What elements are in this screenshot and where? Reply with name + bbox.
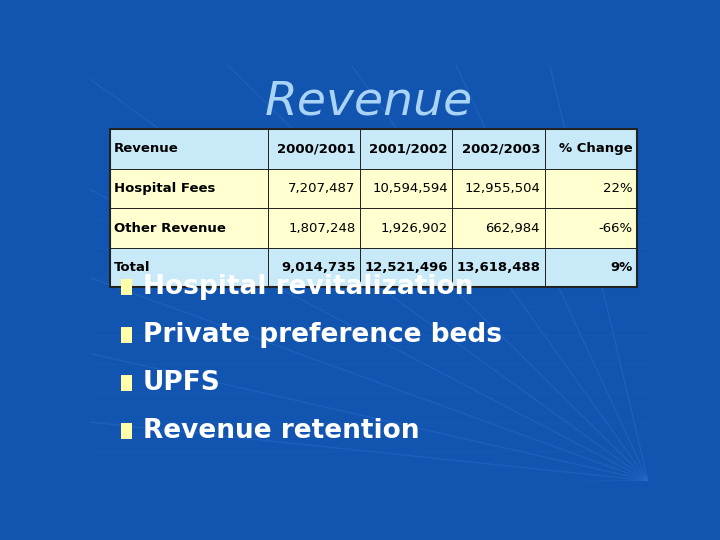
Text: 13,618,488: 13,618,488 [456, 261, 540, 274]
Bar [452, 248, 544, 287]
Text: Total: Total [114, 261, 150, 274]
Bar [109, 248, 268, 287]
Text: 1,807,248: 1,807,248 [288, 221, 356, 234]
Bar [109, 168, 268, 208]
Text: 22%: 22% [603, 182, 632, 195]
Bar [109, 129, 636, 287]
Bar [268, 208, 360, 248]
Bar [544, 168, 637, 208]
Bar [360, 208, 452, 248]
Bar [544, 208, 637, 248]
Bar [544, 248, 637, 287]
Text: 7,207,487: 7,207,487 [288, 182, 356, 195]
Text: 12,955,504: 12,955,504 [464, 182, 540, 195]
Bar [452, 208, 544, 248]
Bar [121, 375, 132, 391]
Text: 9%: 9% [610, 261, 632, 274]
Text: Revenue: Revenue [265, 79, 473, 124]
Bar [360, 129, 452, 168]
Text: 2000/2001: 2000/2001 [277, 143, 356, 156]
Text: 2001/2002: 2001/2002 [369, 143, 448, 156]
Bar [360, 168, 452, 208]
Bar [109, 208, 268, 248]
Bar [544, 129, 637, 168]
Text: Private preference beds: Private preference beds [143, 322, 502, 348]
Text: 2002/2003: 2002/2003 [462, 143, 540, 156]
Text: Other Revenue: Other Revenue [114, 221, 226, 234]
Text: 10,594,594: 10,594,594 [372, 182, 448, 195]
Text: Hospital Fees: Hospital Fees [114, 182, 215, 195]
Bar [268, 248, 360, 287]
Text: % Change: % Change [559, 143, 632, 156]
Bar [109, 129, 268, 168]
Text: -66%: -66% [598, 221, 632, 234]
Bar [360, 248, 452, 287]
Bar [268, 168, 360, 208]
Bar [121, 279, 132, 295]
Text: Hospital revitalization: Hospital revitalization [143, 274, 473, 300]
Text: 1,926,902: 1,926,902 [381, 221, 448, 234]
Text: 12,521,496: 12,521,496 [364, 261, 448, 274]
Text: 9,014,735: 9,014,735 [281, 261, 356, 274]
Bar [121, 423, 132, 438]
Bar [452, 168, 544, 208]
Text: UPFS: UPFS [143, 370, 221, 396]
Bar [452, 129, 544, 168]
Text: Revenue retention: Revenue retention [143, 418, 420, 444]
Bar [268, 129, 360, 168]
Text: Revenue: Revenue [114, 143, 179, 156]
Bar [121, 327, 132, 343]
Text: 662,984: 662,984 [485, 221, 540, 234]
